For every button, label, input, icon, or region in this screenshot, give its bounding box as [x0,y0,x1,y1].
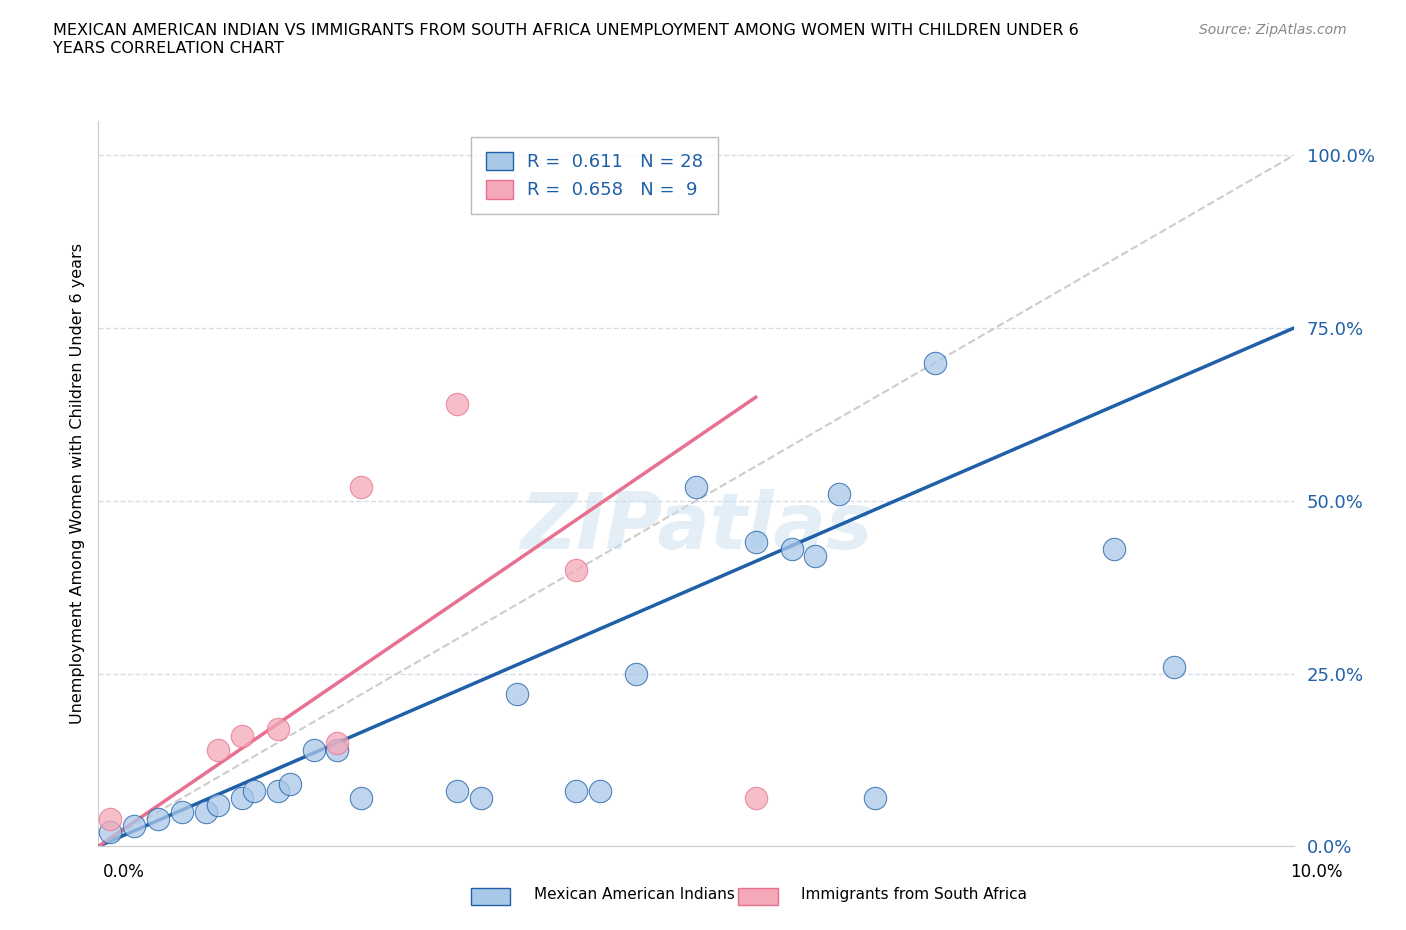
Point [350,480,373,495]
Point [780,542,803,557]
Point [745,790,768,805]
Text: Source: ZipAtlas.com: Source: ZipAtlas.com [1199,23,1347,37]
Point [267,722,290,737]
Point [124,818,146,833]
Point [231,790,253,805]
Point [326,742,349,757]
Point [231,728,253,743]
Point [924,355,946,370]
Point [1163,659,1185,674]
Text: 10.0%: 10.0% [1291,863,1343,882]
Point [865,790,887,805]
Point [1104,542,1126,557]
Point [207,742,229,757]
Point [745,535,768,550]
Point [207,797,229,812]
Point [172,804,194,819]
Y-axis label: Unemployment Among Women with Children Under 6 years: Unemployment Among Women with Children U… [69,243,84,724]
Point [828,486,851,501]
Point [446,784,468,799]
Point [278,777,301,791]
Point [243,784,266,799]
Point [446,397,468,412]
Point [326,736,349,751]
Point [565,784,588,799]
Point [626,666,648,681]
Point [302,742,325,757]
Point [589,784,612,799]
Point [506,687,529,702]
Point [267,784,290,799]
Point [98,811,122,826]
Point [195,804,218,819]
Point [470,790,492,805]
Point [350,790,373,805]
Point [98,825,122,840]
Text: 0.0%: 0.0% [103,863,145,882]
Text: MEXICAN AMERICAN INDIAN VS IMMIGRANTS FROM SOUTH AFRICA UNEMPLOYMENT AMONG WOMEN: MEXICAN AMERICAN INDIAN VS IMMIGRANTS FR… [53,23,1080,56]
Text: Immigrants from South Africa: Immigrants from South Africa [801,887,1028,902]
Point [148,811,170,826]
Text: Mexican American Indians: Mexican American Indians [534,887,735,902]
Legend: R =  0.611   N = 28, R =  0.658   N =  9: R = 0.611 N = 28, R = 0.658 N = 9 [471,138,717,214]
Text: ZIPatlas: ZIPatlas [520,489,872,565]
Point [685,480,707,495]
Point [565,563,588,578]
Point [804,549,827,564]
